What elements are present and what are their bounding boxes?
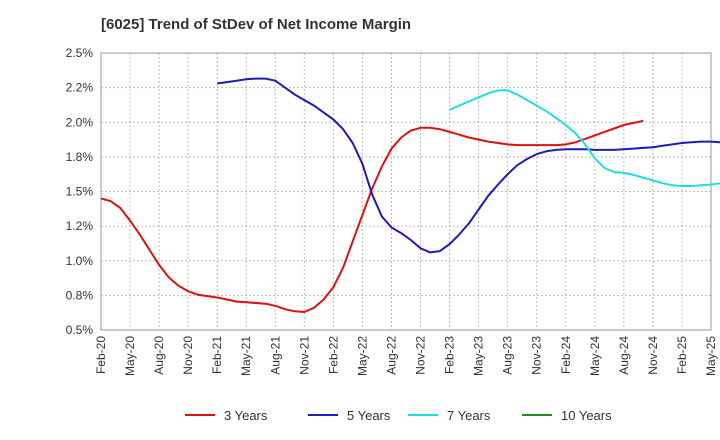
x-tick-label: May-21 — [239, 336, 253, 376]
y-tick-label: 2.5% — [66, 46, 94, 60]
series-line-3-years — [100, 119, 644, 313]
chart-title: [6025] Trend of StDev of Net Income Marg… — [101, 16, 411, 33]
plot-frame — [100, 52, 712, 331]
y-tick-label: 0.8% — [66, 288, 94, 302]
x-tick-label: Aug-23 — [501, 336, 515, 375]
x-tick-label: Feb-21 — [210, 336, 224, 374]
legend-label: 3 Years — [224, 408, 268, 423]
x-tick-label: Aug-21 — [268, 336, 282, 375]
x-tick-label: Nov-23 — [530, 336, 544, 375]
x-tick-label: Feb-22 — [326, 336, 340, 374]
x-axis: Feb-20 May-20 Aug-20 Nov-20 Feb-21 May-21 Aug-… — [94, 336, 718, 376]
grid — [100, 52, 712, 331]
series-lines — [100, 77, 720, 313]
x-tick-label: Nov-22 — [414, 336, 428, 375]
x-tick-label: Aug-22 — [384, 336, 398, 375]
x-tick-label: Aug-24 — [617, 336, 631, 375]
y-tick-label: 1.8% — [66, 150, 94, 164]
legend: 3 Years 5 Years 7 Years 10 Years — [185, 408, 612, 423]
x-tick-label: May-22 — [355, 336, 369, 376]
series-line-5-years — [217, 77, 720, 254]
y-tick-label: 2.0% — [66, 115, 94, 129]
y-tick-label: 1.2% — [66, 219, 94, 233]
legend-label: 10 Years — [561, 408, 612, 423]
y-tick-label: 1.0% — [66, 254, 94, 268]
x-tick-label: Feb-23 — [443, 336, 457, 374]
legend-label: 7 Years — [447, 408, 491, 423]
y-tick-label: 1.5% — [66, 185, 94, 199]
y-tick-label: 0.5% — [66, 323, 94, 337]
x-tick-label: Feb-20 — [94, 336, 108, 374]
x-tick-label: Feb-24 — [559, 336, 573, 374]
series-line-7-years — [449, 89, 720, 187]
y-axis: 2.5% 2.2% 2.0% 1.8% 1.5% 1.2% 1.0% 0.8% 0.5% — [66, 46, 94, 337]
x-tick-label: Nov-24 — [646, 336, 660, 375]
x-tick-label: Feb-25 — [675, 336, 689, 374]
x-tick-label: May-24 — [588, 336, 602, 376]
x-tick-label: May-20 — [123, 336, 137, 376]
x-tick-label: Nov-21 — [297, 336, 311, 375]
y-tick-label: 2.2% — [66, 81, 94, 95]
x-tick-label: Nov-20 — [181, 336, 195, 375]
x-tick-label: May-25 — [704, 336, 718, 376]
legend-label: 5 Years — [347, 408, 391, 423]
x-tick-label: May-23 — [472, 336, 486, 376]
x-tick-label: Aug-20 — [152, 336, 166, 375]
